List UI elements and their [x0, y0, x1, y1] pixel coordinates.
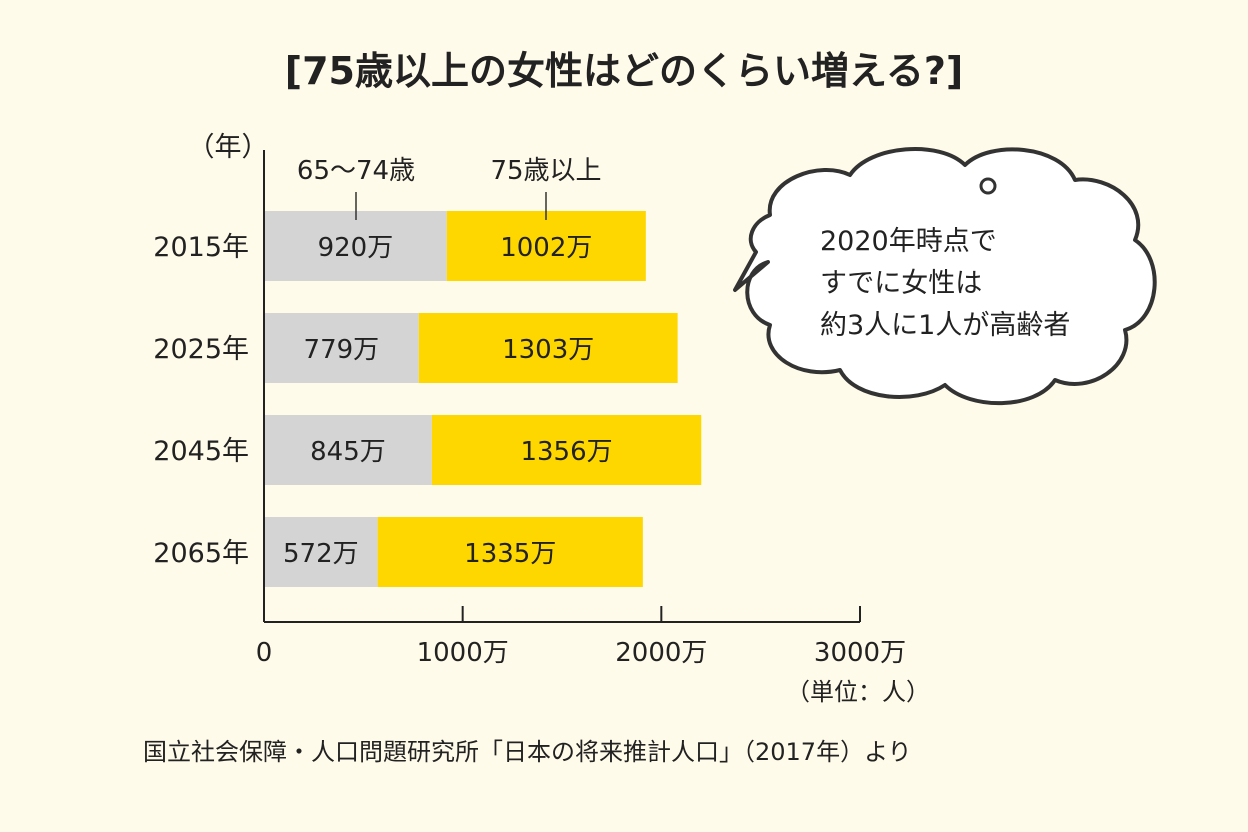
bar-value-label: 1303万 [502, 335, 594, 365]
bar-75-plus [377, 517, 643, 587]
bar-value-label: 572万 [283, 539, 359, 569]
bar-value-label: 845万 [310, 437, 386, 467]
source-note: 国立社会保障・人口問題研究所「日本の将来推計人口」（2017年）より [143, 738, 912, 766]
y-tick-label: 2015年 [153, 232, 249, 263]
bar-65-74 [264, 415, 432, 485]
y-tick-label: 2025年 [153, 334, 249, 365]
bar-value-label: 779万 [304, 335, 380, 365]
x-tick-label: 1000万 [417, 638, 509, 668]
bar-65-74 [264, 211, 447, 281]
y-unit-label: （年） [188, 132, 269, 163]
y-tick-label: 2045年 [153, 436, 249, 467]
bar-value-label: 1356万 [520, 437, 612, 467]
bar-75-plus [431, 415, 702, 485]
x-tick-label: 2000万 [615, 638, 707, 668]
x-unit-label: （単位：人） [786, 678, 930, 706]
speech-bubble-cloud [733, 147, 1157, 406]
bar-75-plus [446, 211, 646, 281]
callout-line-1: 2020年時点で [820, 226, 997, 257]
y-tick-label: 2065年 [153, 538, 249, 569]
speech-bubble-loop [979, 177, 997, 195]
bar-value-label: 1002万 [500, 233, 592, 263]
callout-line-3: 約3人に1人が高齢者 [820, 310, 1070, 341]
bar-value-label: 1335万 [464, 539, 556, 569]
x-tick-label: 3000万 [814, 638, 906, 668]
speech-bubble: 2020年時点で すでに女性は 約3人に1人が高齢者 [733, 147, 1157, 406]
bar-65-74 [264, 313, 419, 383]
legend-65-74: 65〜74歳 [297, 156, 415, 186]
chart-title: [75歳以上の女性はどのくらい増える?] [285, 49, 964, 93]
callout-line-2: すでに女性は [820, 268, 982, 299]
x-tick-label: 0 [256, 638, 273, 668]
bar-75-plus [418, 313, 678, 383]
bar-65-74 [264, 517, 378, 587]
bar-value-label: 920万 [318, 233, 394, 263]
legend-75-plus: 75歳以上 [490, 156, 601, 186]
